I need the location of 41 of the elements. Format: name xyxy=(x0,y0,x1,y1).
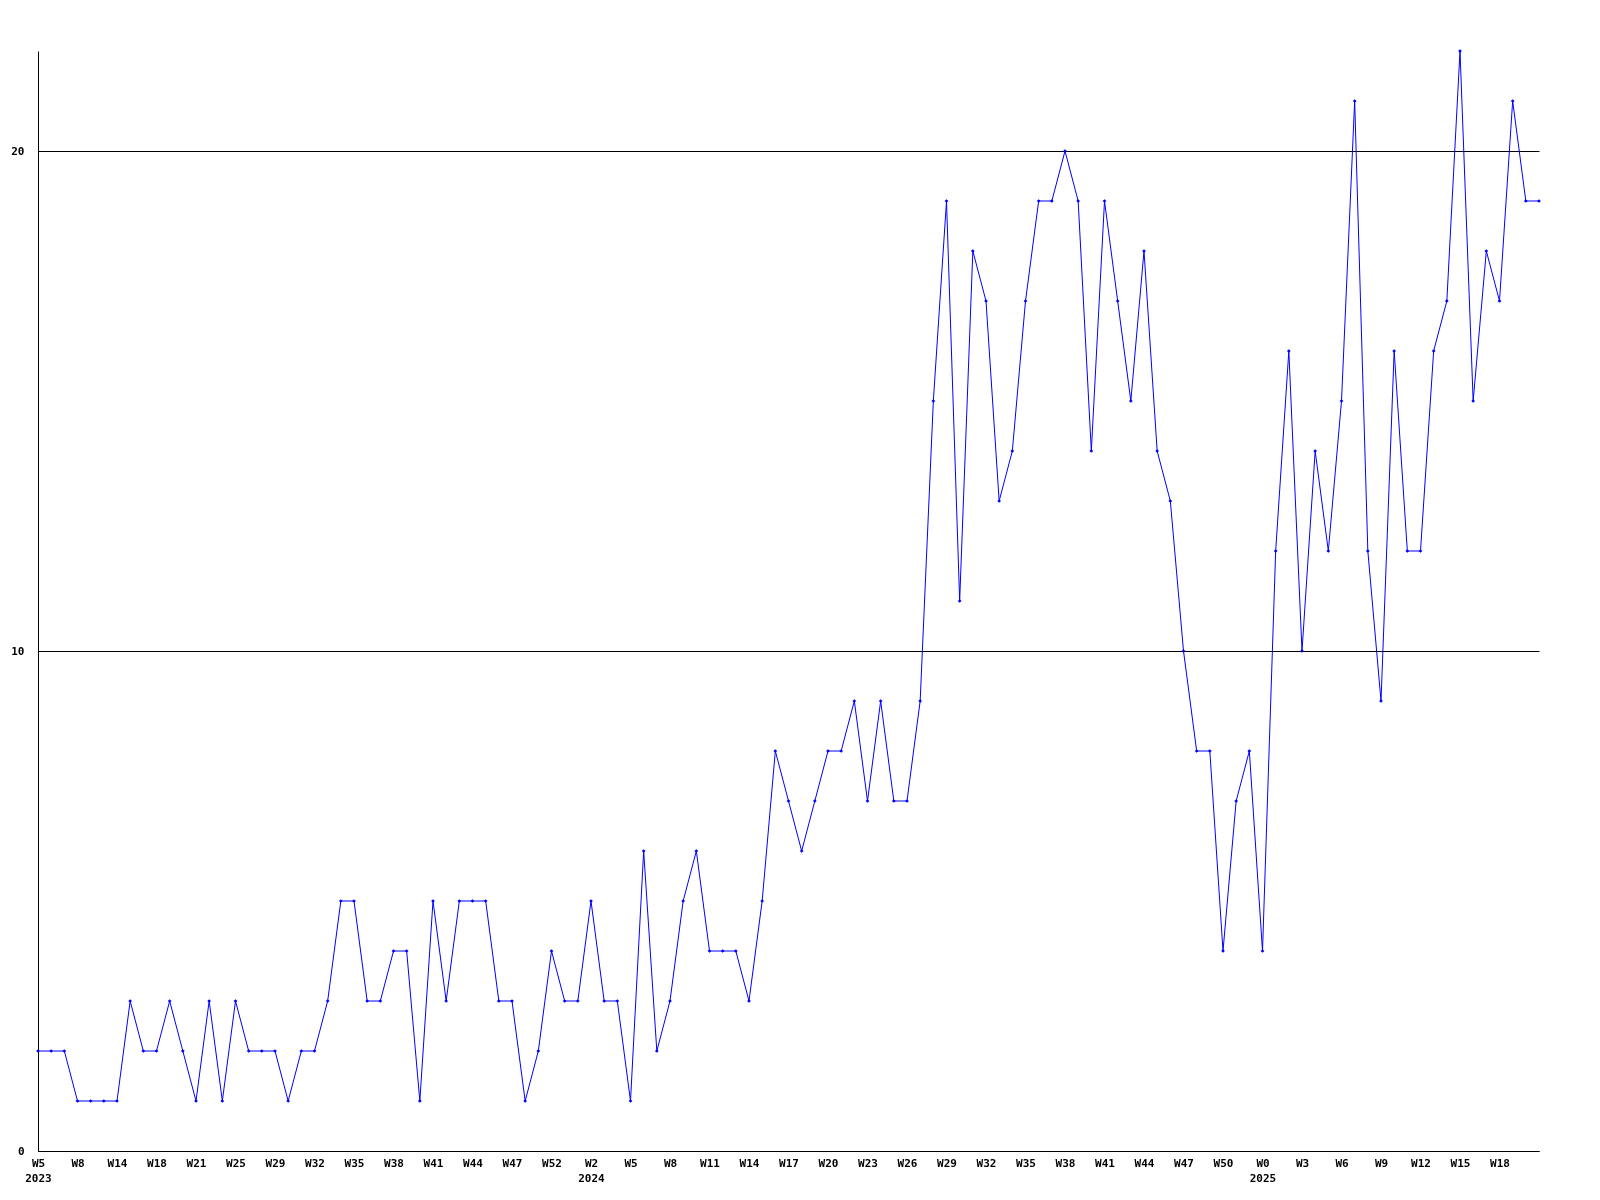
y-tick-label: 10 xyxy=(11,644,25,658)
x-tick-label: W52 xyxy=(542,1156,562,1170)
x-tick-label: W32 xyxy=(976,1156,997,1170)
y-tick-label: 20 xyxy=(11,144,25,158)
x-tick-label: W14 xyxy=(739,1156,760,1170)
x-tick-label: W6 xyxy=(1335,1156,1349,1170)
x-tick-label: W32 xyxy=(305,1156,325,1170)
x-tick-label: W0 2025 xyxy=(1249,1156,1277,1185)
x-tick-label: W20 xyxy=(818,1156,839,1170)
x-tick-label: W47 xyxy=(502,1156,523,1170)
x-tick-label: W44 xyxy=(463,1156,484,1170)
x-tick-label: W29 xyxy=(265,1156,286,1170)
x-tick-label: W35 xyxy=(344,1156,365,1170)
x-tick-label: W29 xyxy=(937,1156,957,1170)
x-tick-label: W35 xyxy=(1016,1156,1036,1170)
x-tick-label: W2 2024 xyxy=(578,1156,606,1185)
x-tick-label: W5 xyxy=(624,1156,638,1170)
x-tick-label: W25 xyxy=(226,1156,246,1170)
x-tick-label: W38 xyxy=(1055,1156,1076,1170)
x-tick-label: W26 xyxy=(897,1156,918,1170)
x-tick-label: W44 xyxy=(1134,1156,1155,1170)
x-tick-label: W18 xyxy=(147,1156,167,1170)
x-tick-label: W5 2023 xyxy=(25,1156,52,1185)
x-tick-label: W3 xyxy=(1295,1156,1310,1170)
y-tick-label: 0 xyxy=(17,1144,25,1158)
x-tick-label: W9 xyxy=(1374,1156,1389,1170)
x-tick-label: W38 xyxy=(384,1156,404,1170)
x-tick-label: W23 xyxy=(858,1156,878,1170)
x-tick-label: W12 xyxy=(1411,1156,1431,1170)
x-tick-label: W50 xyxy=(1213,1156,1234,1170)
x-tick-label: W47 xyxy=(1174,1156,1194,1170)
x-tick-label: W8 xyxy=(71,1156,85,1170)
x-tick-label: W17 xyxy=(779,1156,799,1170)
x-tick-label: W14 xyxy=(107,1156,128,1170)
x-tick-label: W15 xyxy=(1450,1156,1471,1170)
x-tick-label: W41 xyxy=(1095,1156,1116,1170)
x-tick-label: W41 xyxy=(423,1156,444,1170)
x-tick-label: W21 xyxy=(186,1156,207,1170)
x-tick-label: W18 xyxy=(1490,1156,1510,1170)
x-tick-label: W11 xyxy=(700,1156,721,1170)
x-tick-label: W8 xyxy=(663,1156,678,1170)
